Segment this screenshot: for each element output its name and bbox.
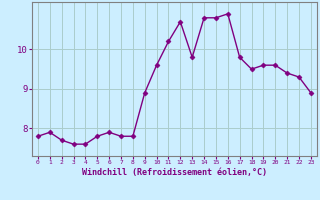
X-axis label: Windchill (Refroidissement éolien,°C): Windchill (Refroidissement éolien,°C) bbox=[82, 168, 267, 177]
